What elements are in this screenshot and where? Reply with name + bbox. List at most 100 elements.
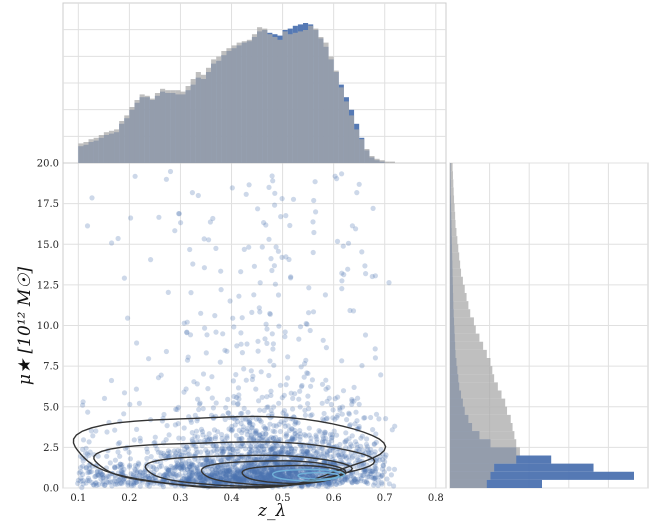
scatter-point <box>352 421 358 427</box>
top-bar-gray <box>384 161 390 163</box>
top-bar-gray <box>359 139 365 163</box>
scatter-point <box>239 436 245 442</box>
scatter-point <box>307 446 313 452</box>
scatter-point <box>241 477 247 483</box>
scatter-point <box>231 476 237 482</box>
scatter-point <box>100 471 106 477</box>
scatter-point <box>370 205 376 211</box>
scatter-point <box>193 428 200 434</box>
scatter-point <box>285 471 291 477</box>
scatter-point <box>369 468 375 475</box>
scatter-point <box>249 425 255 431</box>
scatter-point <box>328 401 334 408</box>
scatter-point <box>270 428 276 434</box>
scatter-point <box>109 479 115 485</box>
scatter-point <box>231 470 237 476</box>
scatter-point <box>78 478 84 484</box>
scatter-point <box>235 475 242 481</box>
scatter-point <box>315 448 321 454</box>
scatter-point <box>334 432 340 438</box>
scatter-point <box>339 411 345 417</box>
scatter-point <box>101 482 108 488</box>
scatter-point <box>239 478 245 484</box>
scatter-point <box>117 461 123 467</box>
scatter-point <box>178 461 184 467</box>
scatter-point <box>378 447 384 453</box>
scatter-point <box>238 420 244 427</box>
scatter-point <box>156 464 163 470</box>
scatter-point <box>195 192 201 199</box>
scatter-point <box>372 463 378 469</box>
scatter-point <box>245 456 251 462</box>
scatter-point <box>339 358 345 364</box>
scatter-point <box>177 448 183 454</box>
scatter-point <box>263 470 269 476</box>
scatter-point <box>308 439 314 445</box>
scatter-point <box>332 173 338 179</box>
scatter-point <box>213 466 219 473</box>
top-bar-gray <box>108 130 115 163</box>
scatter-point <box>276 400 282 406</box>
scatter-point <box>269 475 275 481</box>
scatter-point <box>194 418 200 424</box>
scatter-point <box>184 476 191 482</box>
scatter-point <box>219 465 225 471</box>
scatter-point <box>244 471 250 478</box>
scatter-point <box>330 407 336 413</box>
scatter-point <box>225 472 231 478</box>
scatter-point <box>189 430 195 436</box>
scatter-point <box>182 470 188 476</box>
scatter-point <box>346 411 352 417</box>
scatter-point <box>248 444 254 450</box>
scatter-point <box>208 436 215 442</box>
scatter-point <box>252 479 258 485</box>
scatter-point <box>187 332 194 338</box>
scatter-point <box>362 469 369 475</box>
scatter-point <box>187 246 193 253</box>
scatter-point <box>325 484 331 490</box>
scatter-point <box>317 429 323 435</box>
scatter-point <box>258 474 264 480</box>
scatter-point <box>119 481 125 487</box>
scatter-point <box>339 286 345 292</box>
scatter-point <box>324 415 330 421</box>
scatter-point <box>231 324 237 330</box>
right-bar-gray <box>450 244 459 253</box>
right-bar-gray <box>450 268 462 277</box>
scatter-point <box>178 467 185 473</box>
scatter-point <box>244 416 250 422</box>
scatter-point <box>310 309 317 315</box>
scatter-point <box>275 292 282 298</box>
scatter-point <box>236 455 242 461</box>
scatter-point <box>372 475 378 481</box>
scatter-point <box>277 449 284 455</box>
scatter-point <box>248 368 254 374</box>
scatter-point <box>217 469 223 475</box>
scatter-point <box>262 461 268 467</box>
right-bar-gray <box>450 252 460 261</box>
scatter-point <box>163 453 169 459</box>
scatter-point <box>350 453 356 459</box>
scatter-point <box>379 466 385 472</box>
scatter-point <box>118 480 124 486</box>
scatter-point <box>353 226 359 232</box>
right-bar-gray <box>450 439 517 448</box>
scatter-point <box>288 274 294 280</box>
scatter-point <box>223 473 229 479</box>
scatter-point <box>174 463 180 469</box>
scatter-point <box>354 445 360 451</box>
scatter-point <box>261 475 267 481</box>
scatter-point <box>257 474 264 480</box>
scatter-point <box>305 370 311 377</box>
scatter-point <box>292 391 298 397</box>
scatter-point <box>289 426 295 432</box>
scatter-point <box>297 431 303 437</box>
scatter-point <box>376 472 382 478</box>
scatter-point <box>269 476 275 482</box>
scatter-point <box>248 432 254 438</box>
scatter-point <box>271 445 277 451</box>
scatter-point <box>120 477 127 483</box>
top-bar-gray <box>323 42 329 163</box>
top-bar-gray <box>185 86 191 163</box>
scatter-point <box>271 362 277 368</box>
